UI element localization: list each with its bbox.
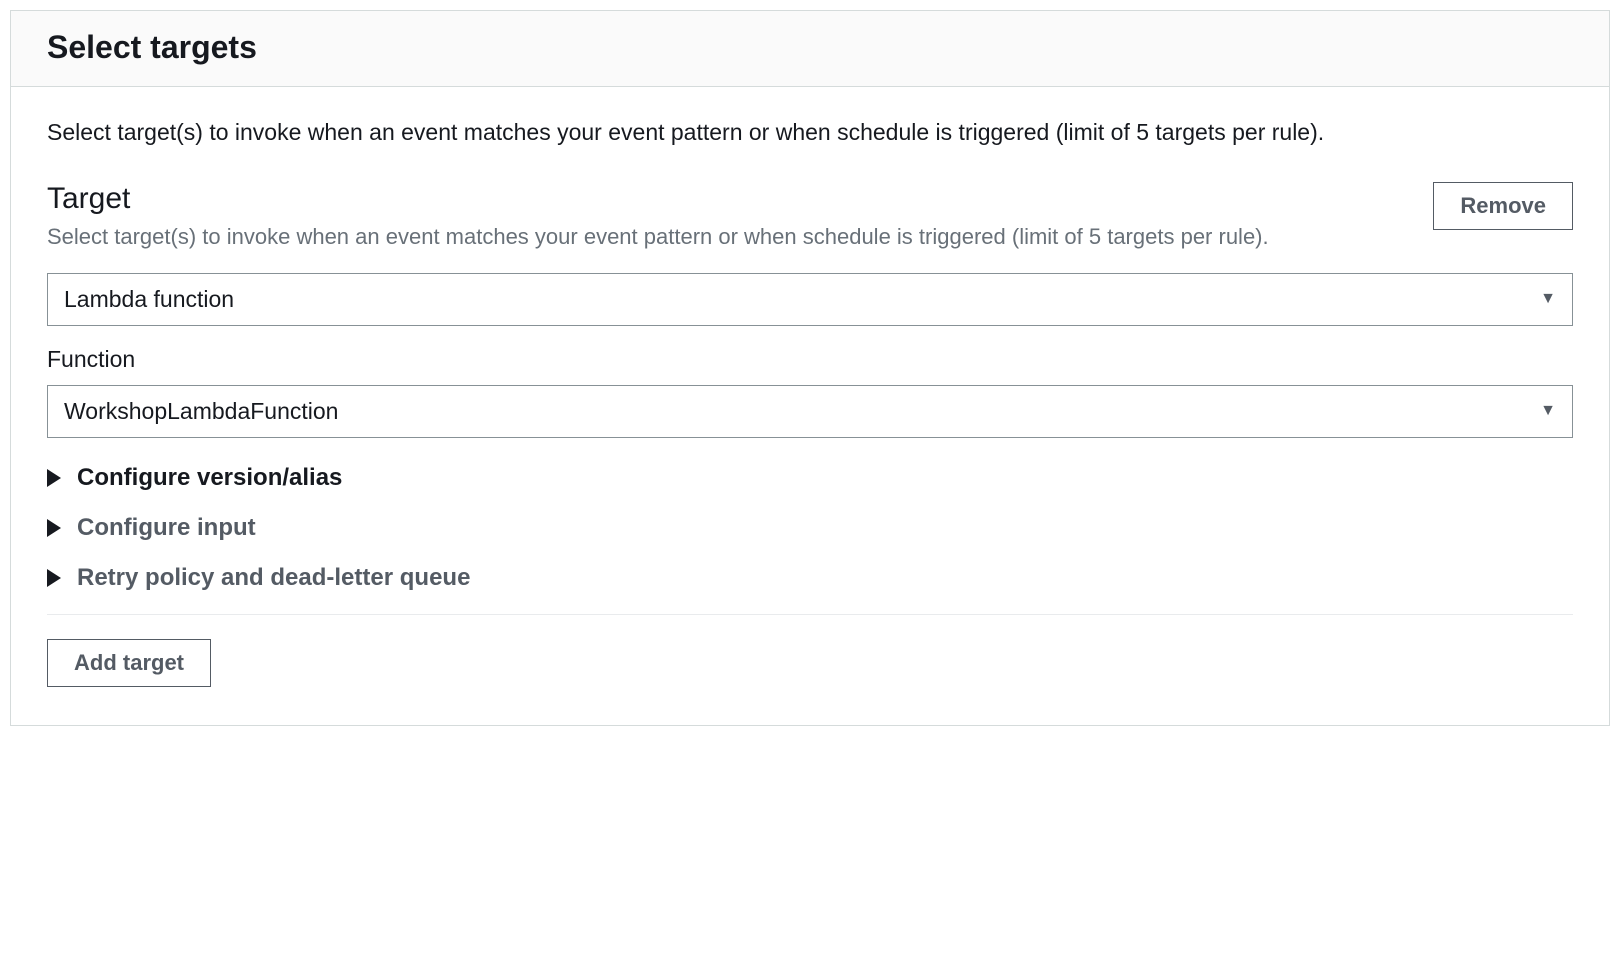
function-field: Function WorkshopLambdaFunction ▼ xyxy=(47,346,1573,438)
target-subtext: Select target(s) to invoke when an event… xyxy=(47,220,1413,253)
target-header-row: Target Select target(s) to invoke when a… xyxy=(47,182,1573,253)
expand-retry-policy[interactable]: Retry policy and dead-letter queue xyxy=(47,564,1573,592)
expandable-sections: Configure version/alias Configure input … xyxy=(47,464,1573,592)
add-target-button[interactable]: Add target xyxy=(47,639,211,687)
expand-version-alias-label: Configure version/alias xyxy=(77,464,342,492)
expand-configure-input[interactable]: Configure input xyxy=(47,514,1573,542)
divider xyxy=(47,614,1573,615)
function-label: Function xyxy=(47,346,1573,373)
target-heading: Target xyxy=(47,182,1413,216)
function-value: WorkshopLambdaFunction xyxy=(64,398,1540,425)
triangle-right-icon xyxy=(47,569,61,587)
panel-title: Select targets xyxy=(47,29,1573,66)
target-block: Target Select target(s) to invoke when a… xyxy=(47,182,1573,592)
triangle-right-icon xyxy=(47,519,61,537)
expand-version-alias[interactable]: Configure version/alias xyxy=(47,464,1573,492)
footer-actions: Add target xyxy=(47,639,1573,715)
remove-button[interactable]: Remove xyxy=(1433,182,1573,230)
select-targets-panel: Select targets Select target(s) to invok… xyxy=(10,10,1610,726)
chevron-down-icon: ▼ xyxy=(1540,402,1556,420)
expand-configure-input-label: Configure input xyxy=(77,514,256,542)
chevron-down-icon: ▼ xyxy=(1540,290,1556,308)
expand-retry-policy-label: Retry policy and dead-letter queue xyxy=(77,564,470,592)
triangle-right-icon xyxy=(47,469,61,487)
panel-body: Select target(s) to invoke when an event… xyxy=(11,87,1609,725)
panel-header: Select targets xyxy=(11,11,1609,87)
panel-description: Select target(s) to invoke when an event… xyxy=(47,115,1573,150)
function-select[interactable]: WorkshopLambdaFunction ▼ xyxy=(47,385,1573,438)
target-type-select[interactable]: Lambda function ▼ xyxy=(47,273,1573,326)
target-type-field: Lambda function ▼ xyxy=(47,273,1573,326)
target-type-value: Lambda function xyxy=(64,286,1540,313)
target-header-text: Target Select target(s) to invoke when a… xyxy=(47,182,1413,253)
